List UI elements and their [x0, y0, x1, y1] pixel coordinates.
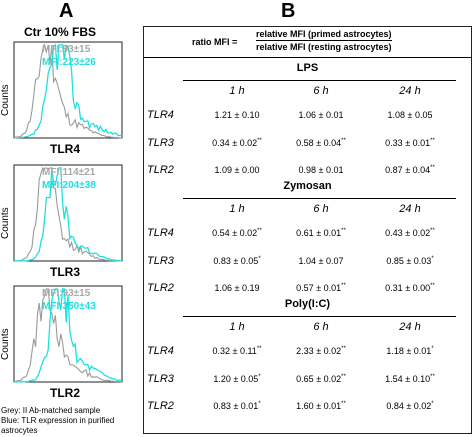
- table-cell: 0.61 ± 0.01**: [296, 228, 346, 238]
- histogram-svg: [13, 285, 123, 383]
- row-label: TLR3: [147, 137, 174, 149]
- time-header: 24 h: [399, 321, 421, 333]
- row-label: TLR3: [147, 255, 174, 267]
- formula-lhs: ratio MFI =: [192, 37, 238, 47]
- table-cell: 1.09 ± 0.00: [214, 165, 260, 175]
- table-cell: 1.21 ± 0.10: [214, 110, 260, 120]
- counts-axis-label: Counts: [0, 84, 11, 116]
- cyan-mfi-label: MFI:204±38: [42, 180, 96, 191]
- formula-divider: [144, 57, 471, 58]
- cyan-mfi-label: MFI:223±26: [42, 57, 96, 68]
- table-cell: 2.33 ± 0.02**: [296, 346, 346, 356]
- table-cell: 0.34 ± 0.02**: [212, 138, 262, 148]
- row-label: TLR2: [147, 400, 174, 412]
- time-header: 1 h: [229, 321, 245, 333]
- histogram-tlr2: Counts MFI:93±15 MFI:350±43 TLR2: [0, 284, 140, 409]
- panel-b-letter: B: [281, 0, 296, 22]
- grey-control-trace: [14, 167, 122, 262]
- histogram-svg: [13, 41, 123, 139]
- time-header: 1 h: [229, 85, 245, 97]
- table-cell: 1.06 ± 0.01: [298, 110, 344, 120]
- section-divider: [183, 316, 456, 317]
- row-label: TLR4: [147, 227, 174, 239]
- table-cell: 0.54 ± 0.02**: [212, 228, 262, 238]
- time-header: 1 h: [229, 203, 245, 215]
- receptor-label: TLR3: [50, 265, 80, 279]
- table-cell: 0.65 ± 0.02**: [296, 374, 346, 384]
- time-header: 6 h: [313, 85, 329, 97]
- table-cell: 0.98 ± 0.01: [298, 165, 344, 175]
- formula-denominator: relative MFI (resting astrocytes): [256, 42, 392, 52]
- table-cell: 1.20 ± 0.05*: [213, 374, 261, 384]
- table-cell: 0.57 ± 0.01**: [296, 283, 346, 293]
- cyan-tlr-trace: [14, 288, 123, 383]
- receptor-label: TLR2: [50, 386, 80, 400]
- cyan-mfi-label: MFI:350±43: [42, 301, 96, 312]
- time-header: 6 h: [313, 321, 329, 333]
- row-label: TLR4: [147, 109, 174, 121]
- panel-a-letter: A: [59, 0, 74, 22]
- section-divider: [183, 80, 456, 81]
- table-cell: 0.87 ± 0.04**: [385, 165, 435, 175]
- table-cell: 1.06 ± 0.19: [214, 283, 260, 293]
- grey-mfi-label: MFI:93±15: [42, 288, 91, 299]
- panel-a-title: Ctr 10% FBS: [24, 25, 97, 39]
- counts-axis-label: Counts: [0, 328, 11, 360]
- table-cell: 0.43 ± 0.02**: [385, 228, 435, 238]
- table-cell: 1.08 ± 0.05: [387, 110, 433, 120]
- legend-caption: Grey: II Ab-matched sample Blue: TLR exp…: [1, 406, 141, 436]
- table-cell: 0.58 ± 0.04**: [296, 138, 346, 148]
- row-label: TLR4: [147, 345, 174, 357]
- row-label: TLR2: [147, 164, 174, 176]
- section-divider: [183, 198, 456, 199]
- histogram-tlr4: Counts MFI:93±15 MFI:223±26 TLR4: [0, 40, 140, 165]
- table-cell: 0.85 ± 0.03*: [386, 256, 434, 266]
- table-cell: 1.60 ± 0.01**: [296, 401, 346, 411]
- table-cell: 1.18 ± 0.01*: [386, 346, 434, 356]
- histogram-svg: [13, 164, 123, 262]
- receptor-label: TLR4: [50, 142, 80, 156]
- legend-grey-text: Grey: II Ab-matched sample: [1, 406, 101, 415]
- row-label: TLR3: [147, 373, 174, 385]
- histogram-tlr3: Counts MFI:114±21 MFI:204±38 TLR3: [0, 163, 140, 288]
- legend-blue-text: Blue: TLR expression in purified astrocy…: [1, 416, 115, 435]
- section-title: LPS: [296, 62, 319, 74]
- grey-mfi-label: MFI:114±21: [42, 167, 96, 178]
- formula-fraction: relative MFI (primed astrocytes) relativ…: [256, 29, 392, 52]
- table-cell: 0.33 ± 0.01**: [385, 138, 435, 148]
- histogram-frame: [13, 41, 123, 139]
- table-cell: 0.83 ± 0.01*: [213, 401, 261, 411]
- table-cell: 0.83 ± 0.05*: [213, 256, 261, 266]
- time-header: 24 h: [399, 85, 421, 97]
- table-cell: 1.54 ± 0.10**: [385, 374, 435, 384]
- row-label: TLR2: [147, 282, 174, 294]
- table-cell: 1.04 ± 0.07: [298, 256, 344, 266]
- grey-control-trace: [13, 43, 122, 139]
- cyan-tlr-trace: [14, 167, 122, 262]
- ratio-table: ratio MFI = relative MFI (primed astrocy…: [143, 26, 472, 434]
- grey-control-trace: [13, 288, 123, 383]
- counts-axis-label: Counts: [0, 207, 11, 239]
- section-title: Poly(I:C): [284, 298, 331, 310]
- table-cell: 0.32 ± 0.11**: [212, 346, 262, 356]
- time-header: 24 h: [399, 203, 421, 215]
- table-cell: 0.31 ± 0.00**: [385, 283, 435, 293]
- table-cell: 0.84 ± 0.02*: [386, 401, 434, 411]
- time-header: 6 h: [313, 203, 329, 215]
- cyan-tlr-trace: [14, 43, 122, 139]
- section-title: Zymosan: [283, 180, 332, 192]
- grey-mfi-label: MFI:93±15: [42, 44, 91, 55]
- formula-numerator: relative MFI (primed astrocytes): [256, 29, 392, 41]
